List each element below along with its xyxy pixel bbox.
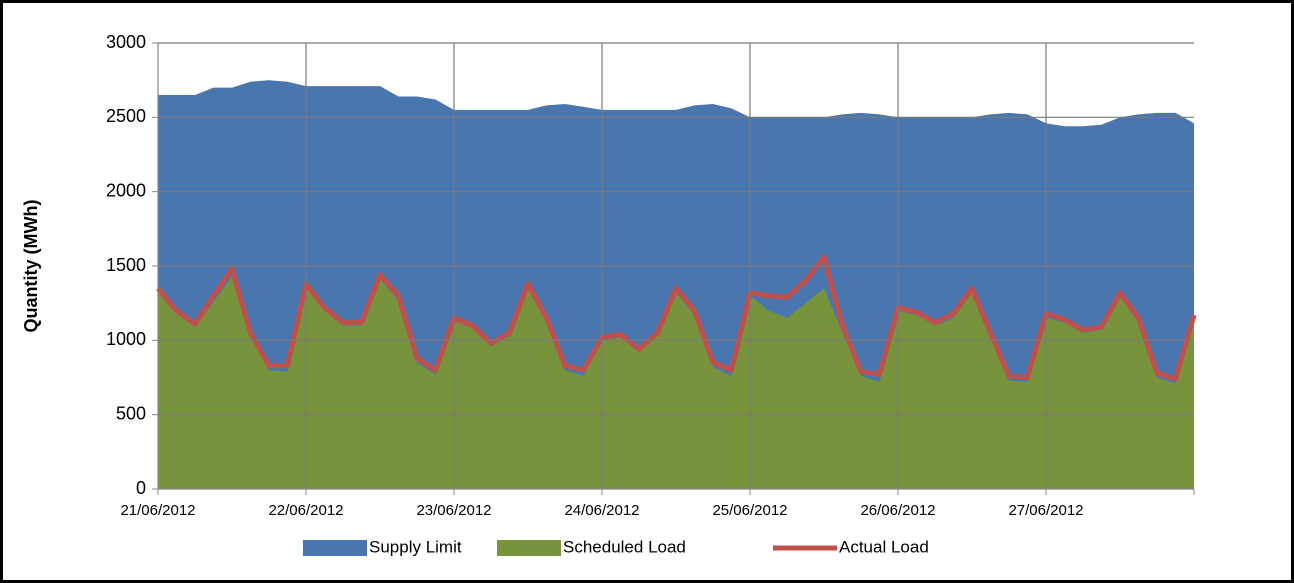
line — [156, 254, 1197, 382]
y-tick-label: 500 — [116, 403, 146, 423]
y-tick-label: 3000 — [106, 32, 146, 52]
legend-label: Scheduled Load — [563, 537, 686, 556]
legend-label: Actual Load — [839, 537, 929, 556]
x-tick-label: 23/06/2012 — [416, 502, 491, 519]
x-tick-label: 25/06/2012 — [712, 502, 787, 519]
x-tick-label: 26/06/2012 — [860, 502, 935, 519]
y-tick-label: 1000 — [106, 329, 146, 349]
y-tick-label: 0 — [136, 478, 146, 498]
x-tick-label: 24/06/2012 — [564, 502, 639, 519]
legend-swatch — [303, 540, 367, 556]
y-tick-label: 2500 — [106, 106, 146, 126]
x-tick-label: 22/06/2012 — [268, 502, 343, 519]
legend-label: Supply Limit — [369, 537, 462, 556]
y-axis-label: Quantity (MWh) — [21, 200, 41, 333]
area — [158, 276, 1194, 489]
y-tick-label: 1500 — [106, 255, 146, 275]
legend-swatch — [497, 540, 561, 556]
x-tick-label: 21/06/2012 — [120, 502, 195, 519]
y-tick-label: 2000 — [106, 180, 146, 200]
x-tick-label: 27/06/2012 — [1008, 502, 1083, 519]
